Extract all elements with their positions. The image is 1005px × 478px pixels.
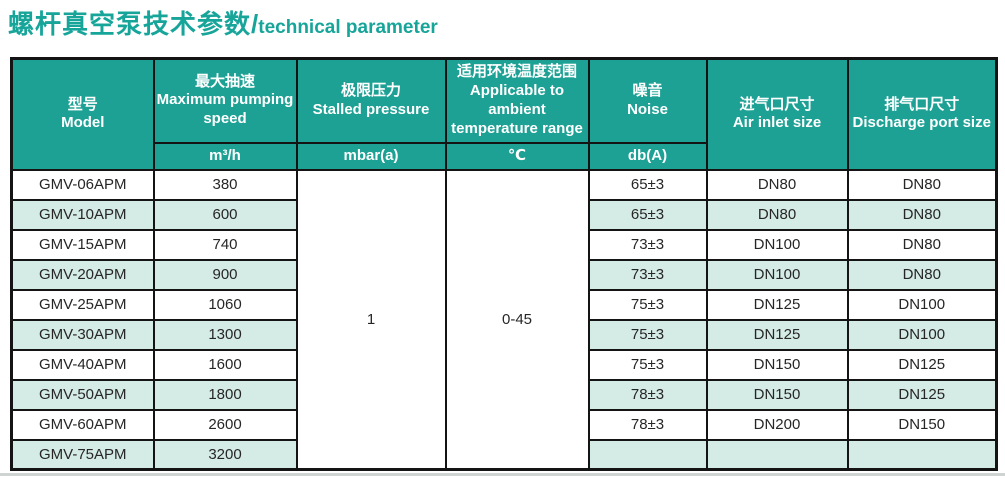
noise-cell: 78±3 [587, 378, 708, 411]
title-english: technical parameter [258, 17, 438, 38]
col-header-model-en: Model [61, 114, 105, 132]
table-row: GMV-15APM 740 73±3 DN100 DN80 [10, 228, 998, 261]
inlet-cell: DN150 [705, 378, 849, 411]
inlet-cell [705, 438, 849, 471]
unit-noise: db(A) [587, 141, 708, 171]
col-header-noise-zh: 噪音 [632, 82, 663, 99]
unit-row: m³/h mbar(a) ℃ db(A) [12, 141, 997, 171]
speed-cell: 740 [152, 228, 298, 261]
col-header-temp-zh: 适用环境温度范围 [456, 63, 577, 81]
speed-cell: 380 [152, 168, 298, 201]
col-header-inlet-zh: 进气口尺寸 [739, 95, 815, 113]
col-header-discharge-port-size: 排气口尺寸 Discharge port size [846, 57, 998, 171]
speed-cell: 1600 [152, 348, 298, 381]
model-cell: GMV-40APM [10, 348, 155, 381]
noise-cell: 75±3 [587, 288, 708, 321]
unit-speed: m³/h [152, 141, 298, 171]
inlet-cell: DN200 [705, 408, 849, 441]
discharge-cell: DN100 [846, 318, 998, 351]
col-header-stalled-pressure: 极限压力 Stalled pressure [295, 57, 447, 144]
model-cell: GMV-06APM [10, 168, 155, 201]
stalled-pressure-merged-cell: 1 [295, 168, 447, 471]
col-header-discharge-en: Discharge port size [852, 114, 991, 132]
inlet-cell: DN100 [705, 258, 849, 291]
discharge-cell: DN80 [846, 228, 998, 261]
col-header-discharge-zh: 排气口尺寸 [884, 95, 960, 113]
model-cell: GMV-60APM [10, 408, 155, 441]
discharge-cell [846, 438, 998, 471]
table-row: GMV-60APM 2600 78±3 DN200 DN150 [10, 408, 998, 441]
header-row: 型号 Model 最大抽速 Maximum pumping speed 极限压力… [10, 57, 998, 171]
discharge-cell: DN80 [846, 258, 998, 291]
table-body: GMV-06APM 380 1 0-45 65±3 DN80 DN80 GMV-… [10, 168, 998, 471]
table-row: GMV-50APM 1800 78±3 DN150 DN125 [10, 378, 998, 411]
table-row: GMV-06APM 380 1 0-45 65±3 DN80 DN80 [10, 168, 998, 471]
col-header-speed-zh: 最大抽速 [194, 72, 255, 90]
col-header-max-pumping-speed: 最大抽速 Maximum pumping speed [152, 57, 298, 144]
col-header-temperature-range: 适用环境温度范围 Applicable to ambient temperatu… [444, 57, 590, 144]
col-header-speed-en: Maximum pumping speed [156, 91, 294, 128]
noise-cell [587, 438, 708, 471]
col-header-inlet-en: Air inlet size [732, 114, 822, 132]
table-row: GMV-30APM 1300 75±3 DN125 DN100 [10, 318, 998, 351]
noise-cell: 73±3 [587, 258, 708, 291]
title-slash: / [251, 9, 259, 39]
inlet-cell: DN100 [705, 228, 849, 261]
discharge-cell: DN100 [846, 288, 998, 321]
inlet-cell: DN125 [705, 318, 849, 351]
discharge-cell: DN125 [846, 348, 998, 381]
discharge-cell: DN80 [846, 168, 998, 201]
speed-cell: 1300 [152, 318, 298, 351]
col-header-noise: 噪音 Noise [587, 57, 708, 144]
table-header: 型号 Model 最大抽速 Maximum pumping speed 极限压力… [10, 57, 998, 171]
table-row: GMV-10APM 600 65±3 DN80 DN80 [10, 198, 998, 231]
model-cell: GMV-50APM [10, 378, 155, 411]
model-cell: GMV-75APM [10, 438, 155, 471]
speed-cell: 600 [152, 198, 298, 231]
noise-cell: 75±3 [587, 318, 708, 351]
inlet-cell: DN80 [705, 168, 849, 201]
title-chinese: 螺杆真空泵技术参数 [8, 9, 252, 39]
model-cell: GMV-20APM [10, 258, 155, 291]
discharge-cell: DN80 [846, 198, 998, 231]
unit-temperature: ℃ [444, 141, 590, 171]
col-header-temp-en: Applicable to ambient temperature range [451, 82, 583, 137]
noise-cell: 75±3 [587, 348, 708, 381]
col-header-noise-en: Noise [627, 100, 668, 118]
model-cell: GMV-25APM [10, 288, 155, 321]
col-header-model: 型号 Model [10, 57, 155, 171]
inlet-cell: DN80 [705, 198, 849, 231]
speed-cell: 3200 [152, 438, 298, 471]
table-row: GMV-75APM 3200 [10, 438, 998, 471]
inlet-cell: DN125 [705, 288, 849, 321]
discharge-cell: DN125 [846, 378, 998, 411]
table-row: GMV-40APM 1600 75±3 DN150 DN125 [10, 348, 998, 381]
speed-cell: 900 [152, 258, 298, 291]
speed-cell: 1060 [152, 288, 298, 321]
bottom-divider [0, 473, 1005, 476]
inlet-cell: DN150 [705, 348, 849, 381]
col-header-pressure-en: Stalled pressure [312, 100, 430, 118]
table-row: GMV-20APM 900 73±3 DN100 DN80 [10, 258, 998, 291]
technical-parameter-table: 型号 Model 最大抽速 Maximum pumping speed 极限压力… [10, 57, 998, 471]
noise-cell: 65±3 [587, 168, 708, 201]
page-title: 螺杆真空泵技术参数/technical parameter [8, 4, 438, 41]
model-cell: GMV-30APM [10, 318, 155, 351]
col-header-air-inlet-size: 进气口尺寸 Air inlet size [705, 57, 849, 171]
discharge-cell: DN150 [846, 408, 998, 441]
col-header-pressure-zh: 极限压力 [340, 82, 401, 99]
speed-cell: 2600 [152, 408, 298, 441]
temperature-range-merged-cell: 0-45 [444, 168, 590, 471]
noise-cell: 73±3 [587, 228, 708, 261]
noise-cell: 65±3 [587, 198, 708, 231]
table-row: GMV-25APM 1060 75±3 DN125 DN100 [10, 288, 998, 321]
speed-cell: 1800 [152, 378, 298, 411]
noise-cell: 78±3 [587, 408, 708, 441]
model-cell: GMV-15APM [10, 228, 155, 261]
col-header-model-zh: 型号 [67, 95, 98, 113]
unit-pressure: mbar(a) [295, 141, 447, 171]
model-cell: GMV-10APM [10, 198, 155, 231]
